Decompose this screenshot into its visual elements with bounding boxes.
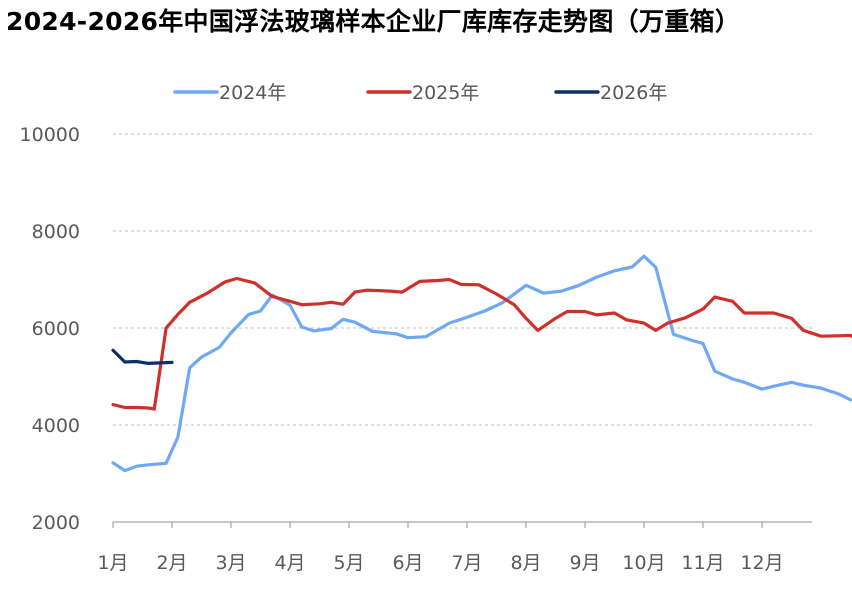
series-line-0 [111, 254, 852, 473]
x-tick-label: 1月 [97, 552, 128, 574]
x-tick-label: 3月 [215, 552, 246, 574]
x-tick-label: 5月 [333, 552, 364, 574]
y-tick-label: 8000 [32, 221, 80, 243]
x-tick-label: 9月 [569, 552, 600, 574]
x-tick-label: 4月 [274, 552, 305, 574]
x-tick-label: 6月 [392, 552, 423, 574]
legend-label: 2024年 [219, 82, 286, 104]
x-tick-label: 8月 [510, 552, 541, 574]
y-axis: 2000 4000 6000 8000 10000 [20, 124, 80, 534]
y-tick-label: 2000 [32, 512, 80, 534]
series-layer [111, 254, 852, 473]
series-line-1 [111, 276, 852, 411]
legend-label: 2026年 [600, 82, 667, 104]
legend-label: 2025年 [412, 82, 479, 104]
y-tick-label: 4000 [32, 415, 80, 437]
gridlines [113, 133, 812, 426]
x-axis: 1月 2月 3月 4月 5月 6月 7月 8月 9月 10月 11月 12月 [97, 521, 812, 574]
x-tick-label: 11月 [681, 552, 724, 574]
x-tick-label: 7月 [451, 552, 482, 574]
series-line-2 [111, 348, 174, 365]
y-tick-label: 6000 [32, 318, 80, 340]
x-tick-label: 2月 [156, 552, 187, 574]
legend: 2024年 2025年 2026年 [173, 82, 667, 104]
y-tick-label: 10000 [20, 124, 80, 146]
chart-title: 2024-2026年中国浮法玻璃样本企业厂库库存走势图（万重箱） [6, 7, 741, 36]
x-tick-label: 10月 [622, 552, 665, 574]
x-tick-label: 12月 [740, 552, 783, 574]
